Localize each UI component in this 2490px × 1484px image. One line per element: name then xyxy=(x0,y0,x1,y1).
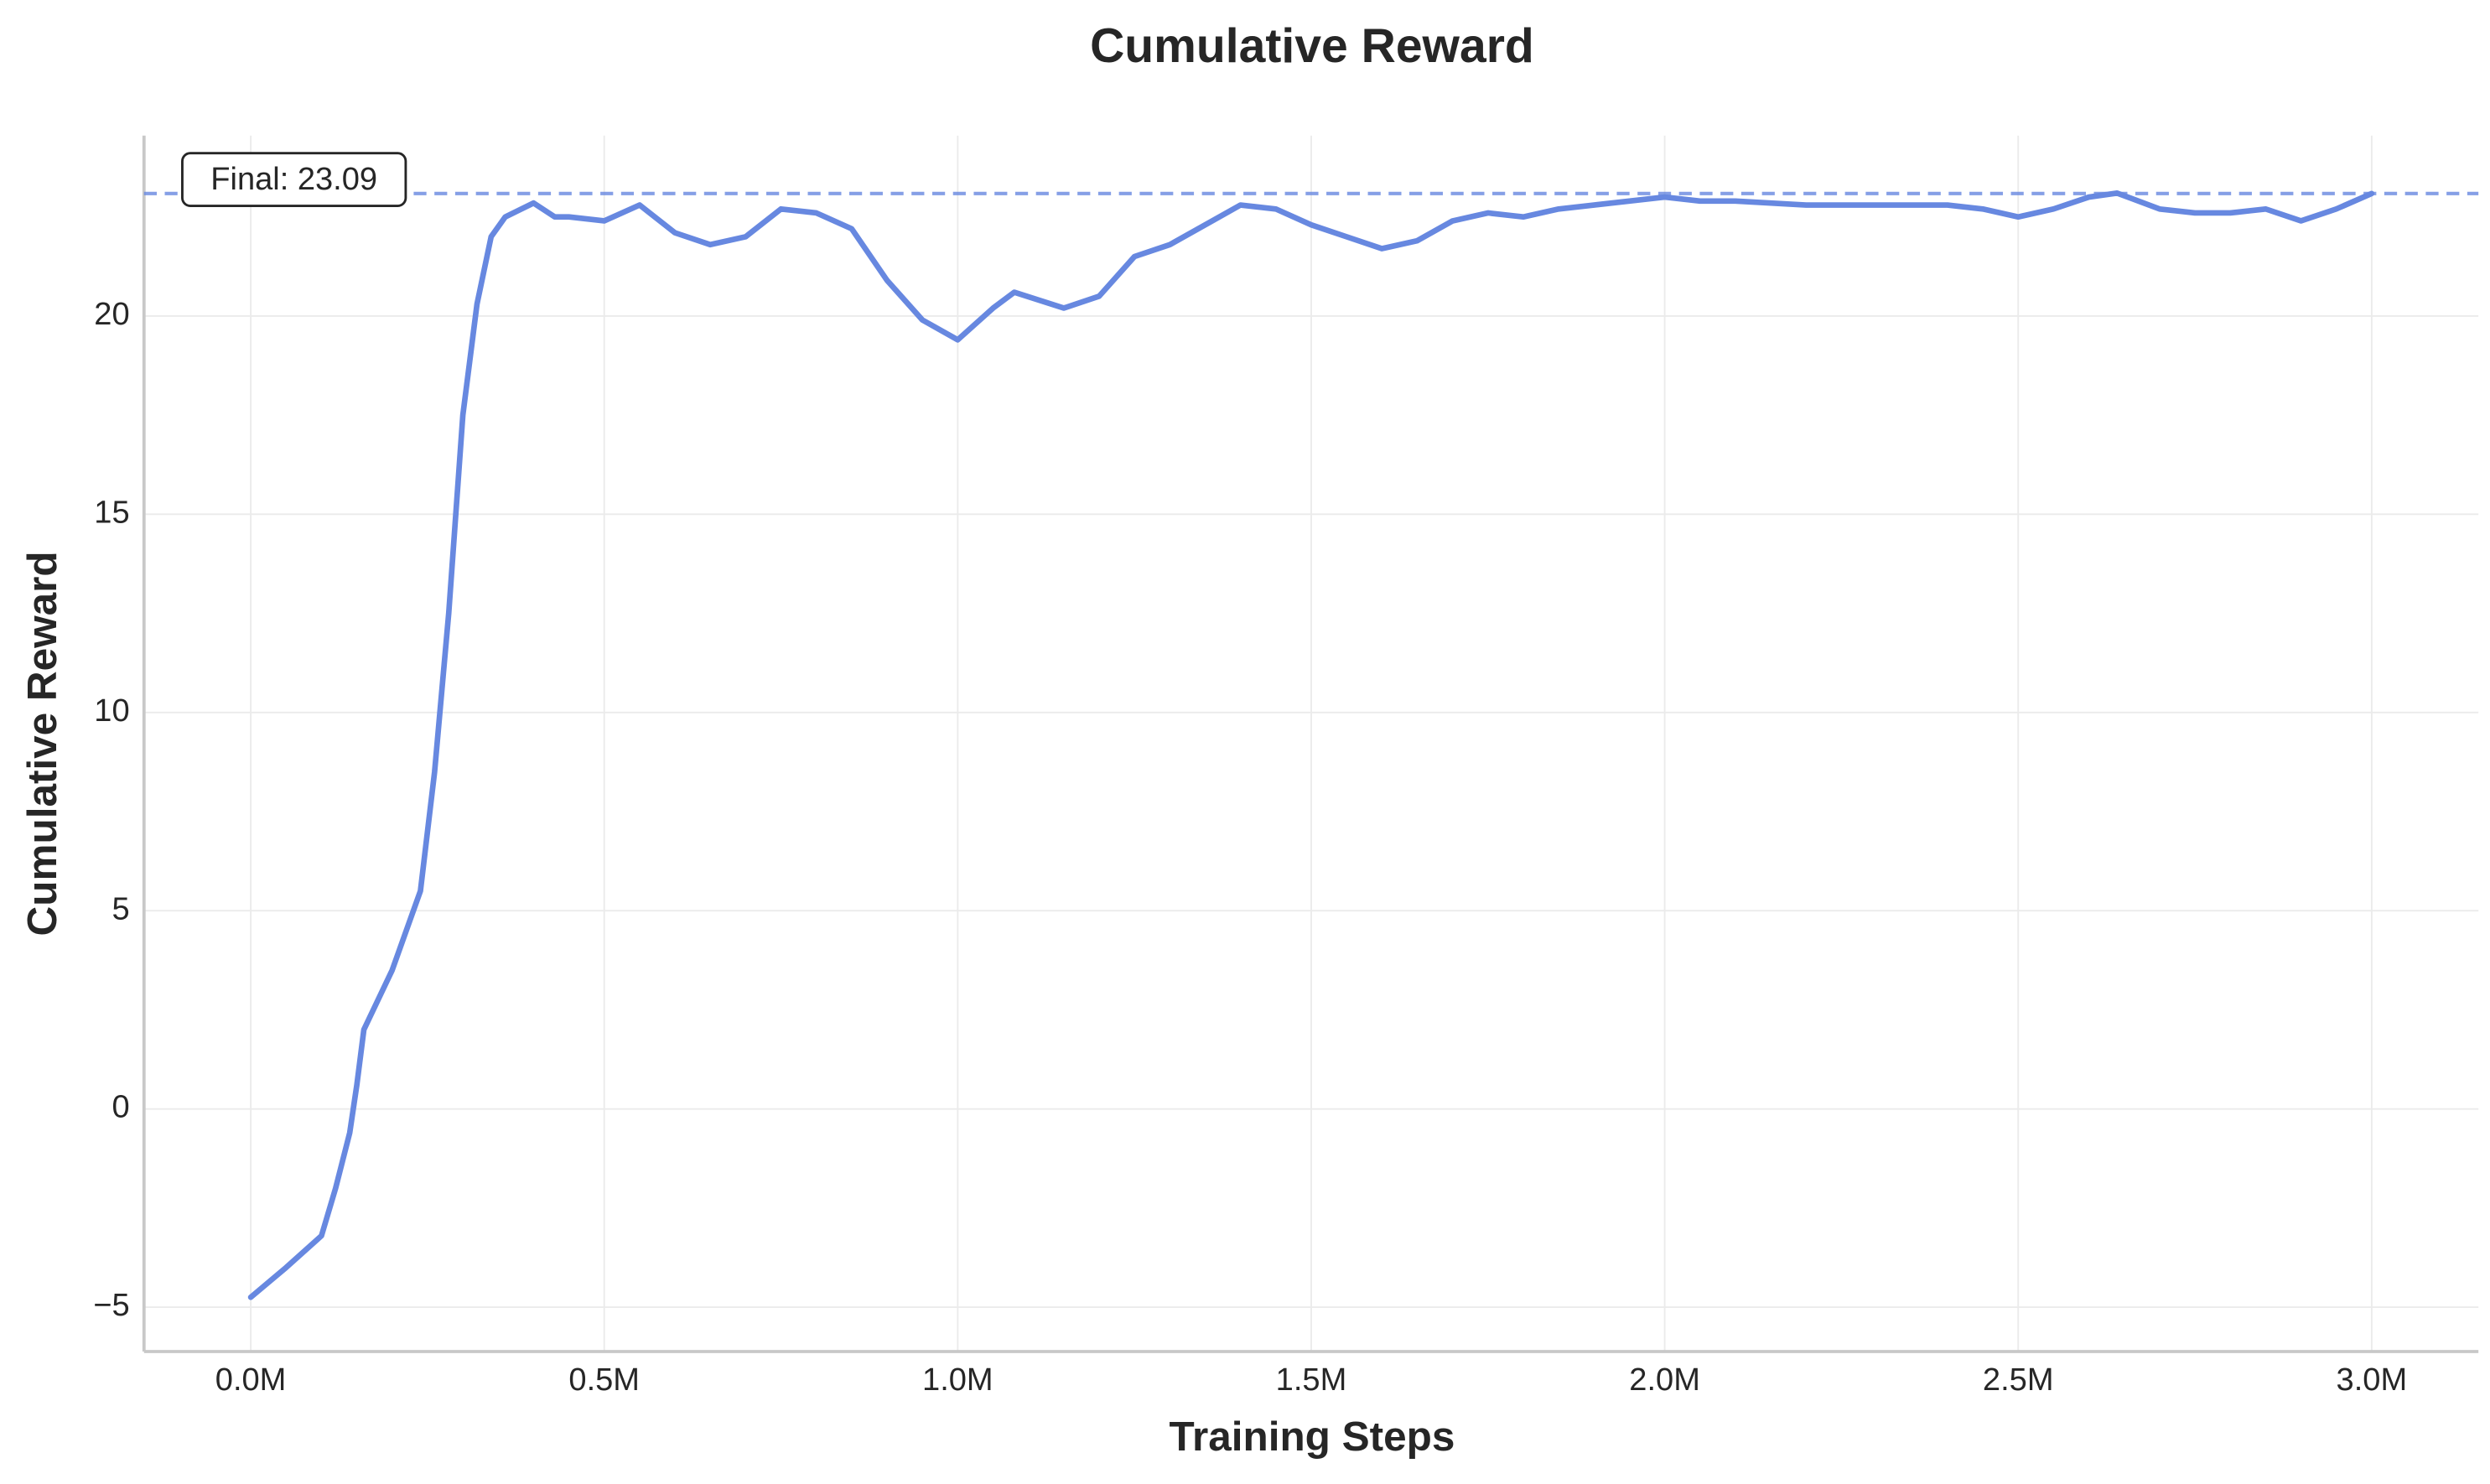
x-tick-label: 0.0M xyxy=(215,1362,287,1398)
y-tick-label: −5 xyxy=(93,1288,129,1323)
y-tick-label: 20 xyxy=(94,297,129,332)
y-tick-label: 15 xyxy=(94,495,129,530)
x-tick-label: 0.5M xyxy=(568,1362,640,1398)
x-tick-label: 1.5M xyxy=(1276,1362,1347,1398)
annotation: Final: 23.09 xyxy=(210,162,377,197)
y-tick-label: 5 xyxy=(112,891,129,926)
x-tick-label: 3.0M xyxy=(2337,1362,2408,1398)
x-axis-label: Training Steps xyxy=(1170,1414,1455,1460)
y-tick-label: 0 xyxy=(112,1090,129,1125)
y-tick-label: 10 xyxy=(94,693,129,729)
x-tick-label: 1.0M xyxy=(922,1362,993,1398)
line-series xyxy=(247,190,2375,1300)
x-tick-label: 2.0M xyxy=(1629,1362,1700,1398)
x-tick-label: 2.5M xyxy=(1983,1362,2054,1398)
chart-title: Cumulative Reward xyxy=(1090,19,1534,73)
annotation-box xyxy=(181,152,407,207)
y-axis-label: Cumulative Reward xyxy=(19,551,65,936)
